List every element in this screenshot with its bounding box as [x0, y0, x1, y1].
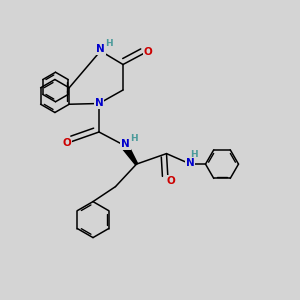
Text: N: N [185, 158, 194, 168]
Text: O: O [167, 176, 176, 186]
Text: N: N [94, 98, 103, 109]
Text: N: N [96, 44, 105, 55]
Text: H: H [130, 134, 138, 143]
Text: O: O [62, 137, 71, 148]
Text: N: N [121, 139, 130, 149]
Text: H: H [190, 150, 197, 159]
Text: O: O [143, 46, 152, 57]
Polygon shape [122, 143, 137, 165]
Text: H: H [105, 39, 113, 48]
